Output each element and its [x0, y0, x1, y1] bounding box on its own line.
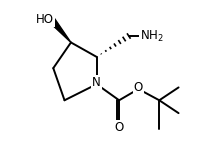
Text: N: N	[92, 76, 101, 89]
Text: O: O	[134, 81, 143, 94]
Polygon shape	[49, 18, 71, 42]
Text: HO: HO	[36, 13, 54, 26]
Text: O: O	[115, 121, 124, 134]
Text: NH$_2$: NH$_2$	[140, 29, 164, 44]
